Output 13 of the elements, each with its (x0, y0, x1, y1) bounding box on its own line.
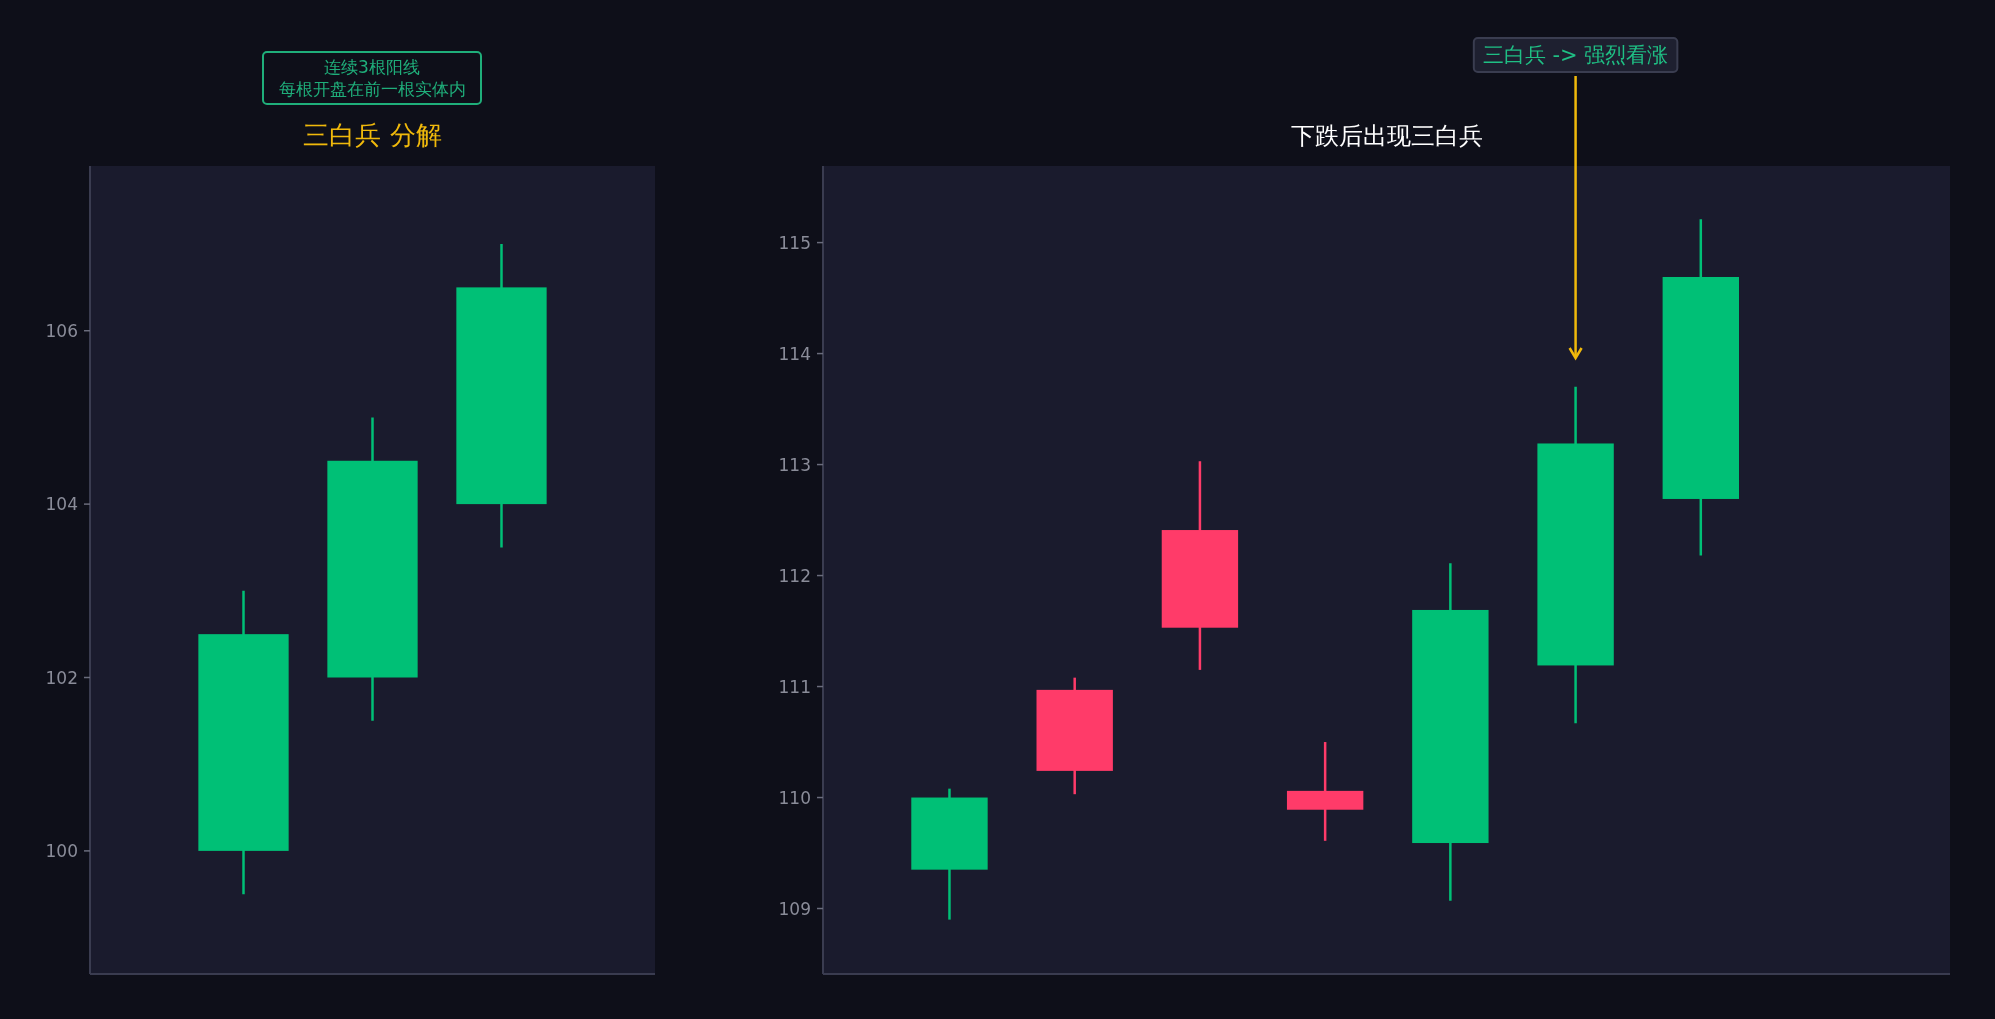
y-tick-label: 102 (45, 667, 78, 688)
y-tick-label: 115 (778, 232, 811, 253)
y-tick-label: 112 (778, 565, 811, 586)
y-tick-label: 104 (45, 494, 78, 515)
y-tick-label: 114 (778, 343, 811, 364)
y-tick-label: 111 (778, 676, 811, 697)
y-tick-label: 106 (45, 320, 78, 341)
y-tick-label: 113 (778, 454, 811, 475)
y-tick-label: 110 (778, 787, 811, 808)
chart-title: 三白兵 分解 (303, 120, 442, 150)
y-tick-label: 100 (45, 840, 78, 861)
annotation-box: 连续3根阳线 每根开盘在前一根实体内 (262, 51, 482, 105)
y-tick-label: 109 (778, 898, 811, 919)
